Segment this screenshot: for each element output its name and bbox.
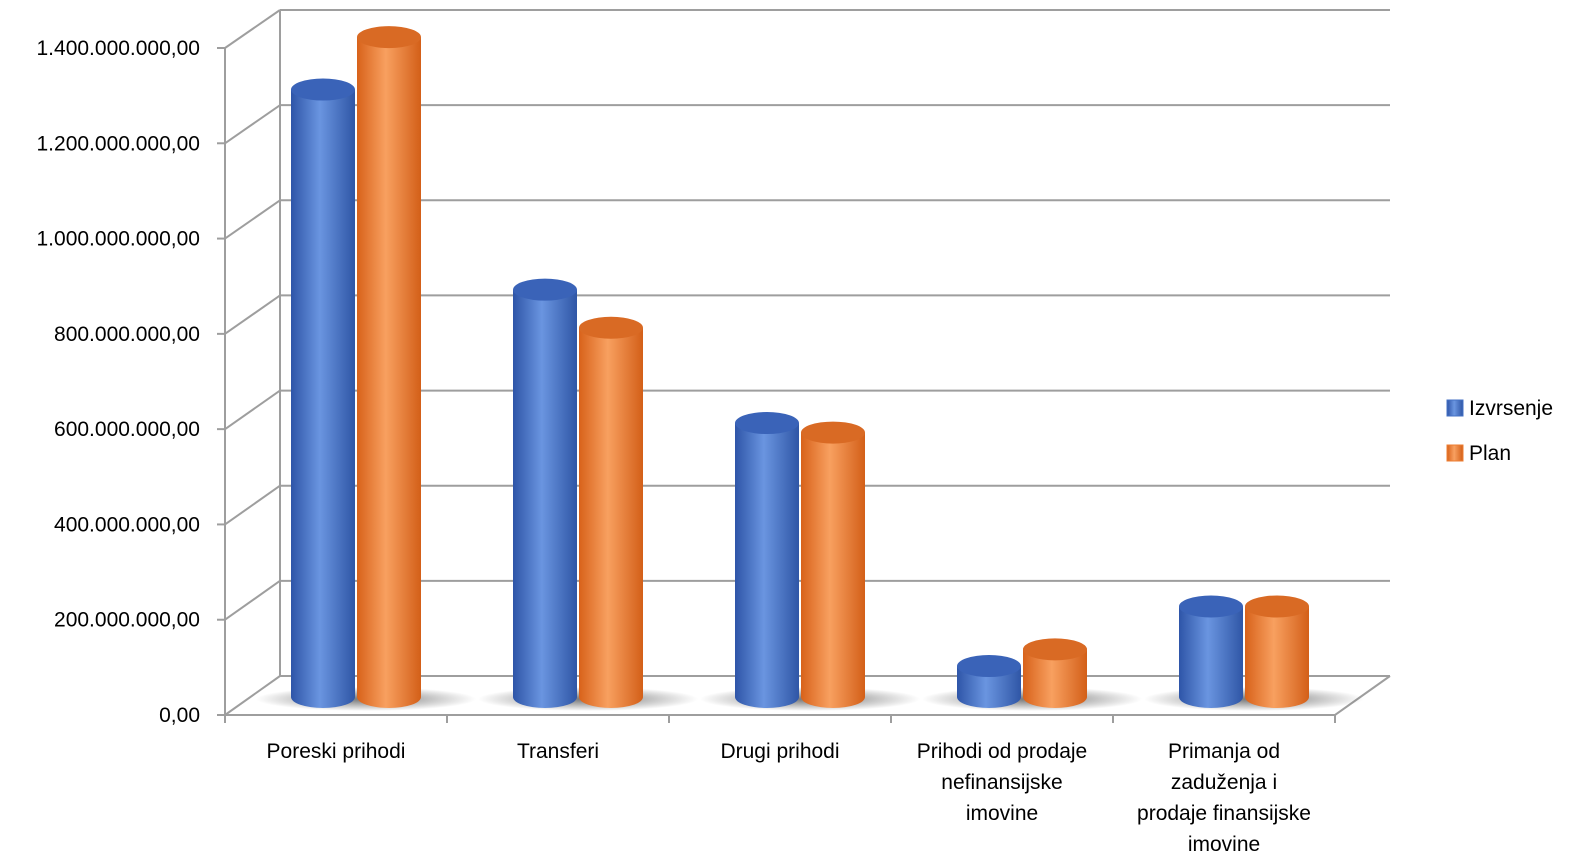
gridline-diagonal — [224, 675, 281, 716]
gridline-diagonal — [224, 294, 281, 335]
gridline-diagonal — [224, 389, 281, 430]
axes — [217, 47, 1391, 723]
bar-izvrsenje — [957, 666, 1021, 708]
x-tick-label: Prihodi od prodaje — [917, 740, 1087, 763]
y-tick-label: 600.000.000,00 — [54, 418, 200, 441]
gridline-diagonal — [224, 484, 281, 526]
y-tick-label: 0,00 — [159, 704, 200, 727]
legend: Izvrsenje Plan — [1446, 397, 1553, 465]
bar-top-plan — [1023, 638, 1087, 661]
bar-top-plan — [801, 421, 865, 444]
x-tick-label: zaduženja i — [1171, 771, 1277, 794]
bars — [256, 26, 1364, 711]
bar-top-plan — [579, 316, 643, 339]
x-tick-label: imovine — [1188, 833, 1260, 856]
x-tick-label: Primanja od — [1168, 740, 1280, 763]
bar-izvrsenje — [291, 89, 355, 708]
bar-top-izvrsenje — [1179, 595, 1243, 618]
bar-plan — [579, 327, 643, 708]
gridline-diagonal — [224, 9, 281, 49]
legend-label-izvrsenje: Izvrsenje — [1469, 397, 1553, 420]
y-tick-label: 200.000.000,00 — [54, 609, 200, 632]
y-tick-label: 1.200.000.000,00 — [37, 132, 201, 155]
bar-top-izvrsenje — [957, 655, 1021, 678]
bar-plan — [1245, 606, 1309, 708]
x-tick-label: prodaje finansijske — [1137, 802, 1311, 825]
bar-plan — [801, 432, 865, 708]
bar-izvrsenje — [1179, 606, 1243, 708]
bar-plan — [1023, 649, 1087, 708]
y-tick-label: 800.000.000,00 — [54, 323, 200, 346]
gridline-diagonal — [224, 580, 281, 621]
legend-swatch-plan — [1446, 444, 1464, 462]
x-tick-label: nefinansijske — [941, 771, 1062, 794]
y-tick-label: 1.400.000.000,00 — [37, 37, 201, 60]
bar-plan — [357, 37, 421, 709]
bar-top-izvrsenje — [735, 412, 799, 435]
bar-top-izvrsenje — [513, 278, 577, 301]
bar-izvrsenje — [735, 423, 799, 708]
gridline-diagonal — [224, 104, 281, 145]
x-tick-label: Poreski prihodi — [267, 740, 406, 763]
x-tick-label: Transferi — [517, 740, 599, 763]
legend-swatch-izvrsenje — [1446, 399, 1464, 417]
x-tick-label: Drugi prihodi — [720, 740, 839, 763]
labels: 0,00 200.000.000,00 400.000.000,00 600.000.… — [37, 37, 1311, 856]
bar-izvrsenje — [513, 289, 577, 708]
x-tick-label: imovine — [966, 802, 1038, 825]
bar-top-plan — [1245, 595, 1309, 618]
y-tick-label: 400.000.000,00 — [54, 513, 200, 536]
y-tick-label: 1.000.000.000,00 — [37, 228, 201, 251]
bar-top-izvrsenje — [291, 78, 355, 101]
gridline-diagonal — [224, 199, 281, 240]
legend-label-plan: Plan — [1469, 442, 1511, 465]
bar-top-plan — [357, 26, 421, 49]
